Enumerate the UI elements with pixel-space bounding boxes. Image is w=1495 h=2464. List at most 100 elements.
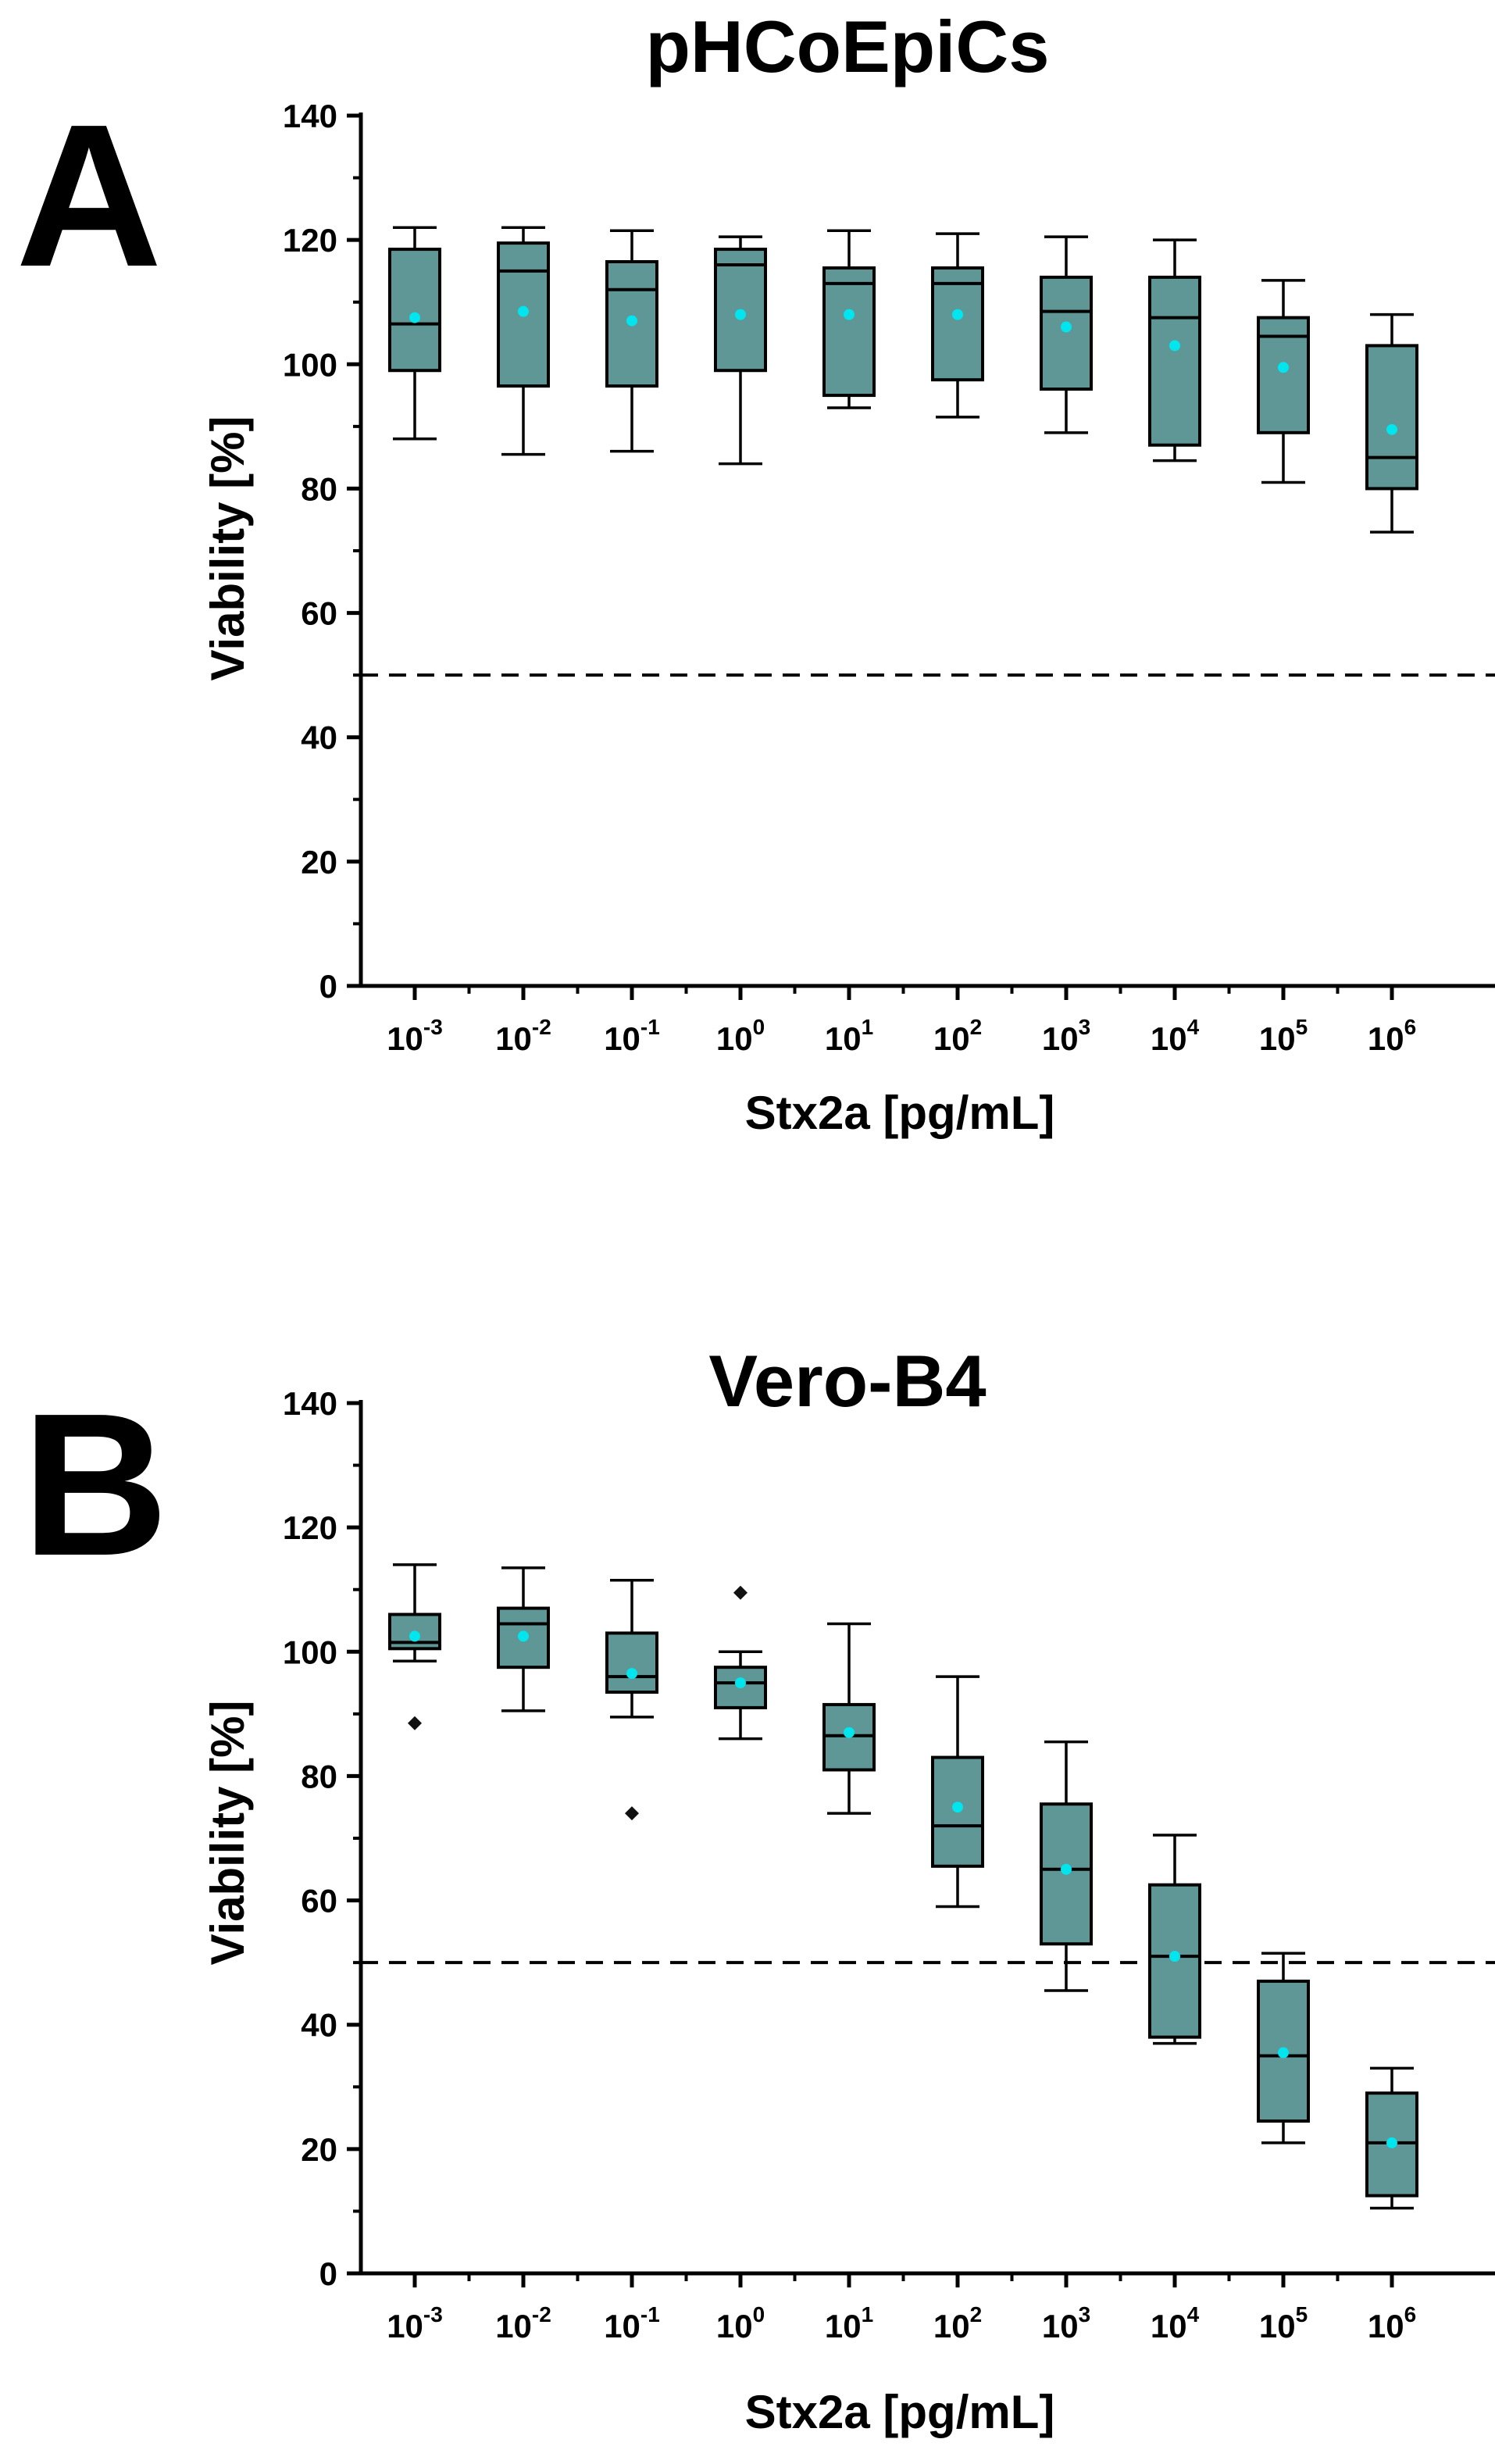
x-tick-label: 104 — [1151, 1015, 1200, 1057]
box-group — [714, 235, 767, 466]
box-group — [1365, 312, 1418, 534]
mean-marker — [1061, 321, 1072, 333]
box-iqr — [714, 248, 767, 373]
mean-marker — [1386, 423, 1397, 435]
mean-marker — [1169, 340, 1180, 352]
mean-marker — [1386, 2137, 1397, 2148]
y-tick-label: 60 — [301, 595, 337, 632]
y-tick-label: 20 — [301, 844, 337, 880]
box-group — [1148, 238, 1201, 462]
box-group — [605, 1579, 658, 1821]
mean-marker — [952, 1802, 963, 1813]
y-tick-label: 100 — [283, 346, 337, 383]
x-tick-label: 103 — [1042, 2302, 1090, 2344]
box-group — [822, 1622, 876, 1815]
box-group — [822, 229, 876, 409]
mean-marker — [735, 1677, 746, 1689]
x-tick-label: 104 — [1151, 2302, 1200, 2344]
x-tick-label: 10-2 — [495, 2302, 551, 2344]
box-group — [931, 1675, 984, 1909]
box-iqr — [931, 266, 984, 382]
x-axis-label-a: Stx2a [pg/mL] — [745, 1087, 1055, 1139]
mean-marker — [518, 1630, 529, 1642]
x-tick-label: 100 — [716, 2302, 765, 2344]
mean-marker — [844, 309, 855, 320]
box-iqr — [1365, 344, 1418, 491]
box-iqr — [1040, 275, 1093, 391]
plot-area-b: 0 20 40 60 80 100 120 140 10-3 10-2 10-1 100 101 102 1… — [283, 1385, 1495, 2344]
x-tick-label: 10-3 — [387, 2302, 443, 2344]
y-tick-label: 100 — [283, 1634, 337, 1670]
outlier-marker — [408, 1716, 422, 1730]
outlier-marker — [625, 1806, 639, 1821]
mean-marker — [409, 312, 420, 323]
x-tick-label: 10-1 — [604, 2302, 660, 2344]
x-tick-label: 105 — [1259, 1015, 1308, 1057]
box-iqr — [822, 266, 876, 398]
box-group — [1040, 1740, 1093, 1992]
y-tick-label: 140 — [283, 1385, 337, 1422]
x-tick-label: 106 — [1368, 1015, 1416, 1057]
panel-b: B Vero-B4 Stx2a [pg/mL] Viability [%] 0 2… — [22, 1340, 1495, 2438]
y-tick-label: 80 — [301, 1758, 337, 1794]
x-tick-label: 10-3 — [387, 1015, 443, 1057]
chart-title-a: pHCoEpiCs — [646, 5, 1050, 87]
x-axis-label-b: Stx2a [pg/mL] — [745, 2386, 1055, 2438]
mean-marker — [409, 1630, 420, 1642]
mean-marker — [626, 1668, 637, 1680]
panel-letter-a: A — [16, 83, 162, 309]
y-tick-label: 0 — [319, 2255, 337, 2292]
y-axis-label-a: Viability [%] — [202, 416, 254, 681]
x-tick-label: 102 — [933, 1015, 982, 1057]
mean-marker — [626, 315, 637, 327]
x-tick-label: 105 — [1259, 2302, 1308, 2344]
plot-area-a: 0 20 40 60 80 100 120 140 10-3 10-2 10-1 100 101 102 1… — [283, 98, 1495, 1057]
box-group — [1257, 279, 1310, 484]
x-tick-label: 103 — [1042, 1015, 1090, 1057]
box-group — [1365, 2066, 1418, 2210]
panel-a: A pHCoEpiCs Stx2a [pg/mL] Viability [%] … — [16, 5, 1495, 1139]
box-group — [931, 232, 984, 419]
mean-marker — [735, 309, 746, 320]
x-tick-label: 102 — [933, 2302, 982, 2344]
box-iqr — [605, 1631, 658, 1694]
box-iqr — [1148, 275, 1201, 447]
outlier-marker — [733, 1585, 748, 1600]
y-tick-label: 20 — [301, 2131, 337, 2168]
y-tick-label: 0 — [319, 968, 337, 1005]
x-tick-label: 106 — [1368, 2302, 1416, 2344]
mean-marker — [952, 309, 963, 320]
y-tick-label: 60 — [301, 1883, 337, 1919]
box-iqr — [388, 248, 441, 373]
mean-marker — [1278, 2047, 1289, 2059]
box-group — [497, 1566, 550, 1712]
y-tick-label: 140 — [283, 98, 337, 134]
x-tick-label: 101 — [825, 1015, 873, 1057]
box-group — [605, 229, 658, 453]
y-tick-label: 40 — [301, 2007, 337, 2044]
box-group — [497, 226, 550, 456]
x-tick-label: 101 — [825, 2302, 873, 2344]
box-group — [388, 226, 441, 441]
mean-marker — [1278, 362, 1289, 373]
mean-marker — [1061, 1863, 1072, 1875]
chart-title-b: Vero-B4 — [708, 1340, 986, 1422]
box-group — [388, 1563, 441, 1730]
box-group — [1148, 1834, 1201, 2045]
y-tick-label: 120 — [283, 1509, 337, 1546]
y-tick-label: 120 — [283, 222, 337, 259]
y-tick-label: 40 — [301, 720, 337, 756]
x-tick-label: 10-2 — [495, 1015, 551, 1057]
x-tick-label: 100 — [716, 1015, 765, 1057]
y-tick-label: 80 — [301, 470, 337, 507]
mean-marker — [1169, 1951, 1180, 1962]
box-group — [1040, 235, 1093, 434]
mean-marker — [844, 1727, 855, 1738]
mean-marker — [518, 305, 529, 317]
box-iqr — [1040, 1802, 1093, 1946]
panel-letter-b: B — [22, 1372, 169, 1598]
box-iqr — [497, 241, 550, 388]
y-axis-label-b: Viability [%] — [202, 1701, 254, 1966]
